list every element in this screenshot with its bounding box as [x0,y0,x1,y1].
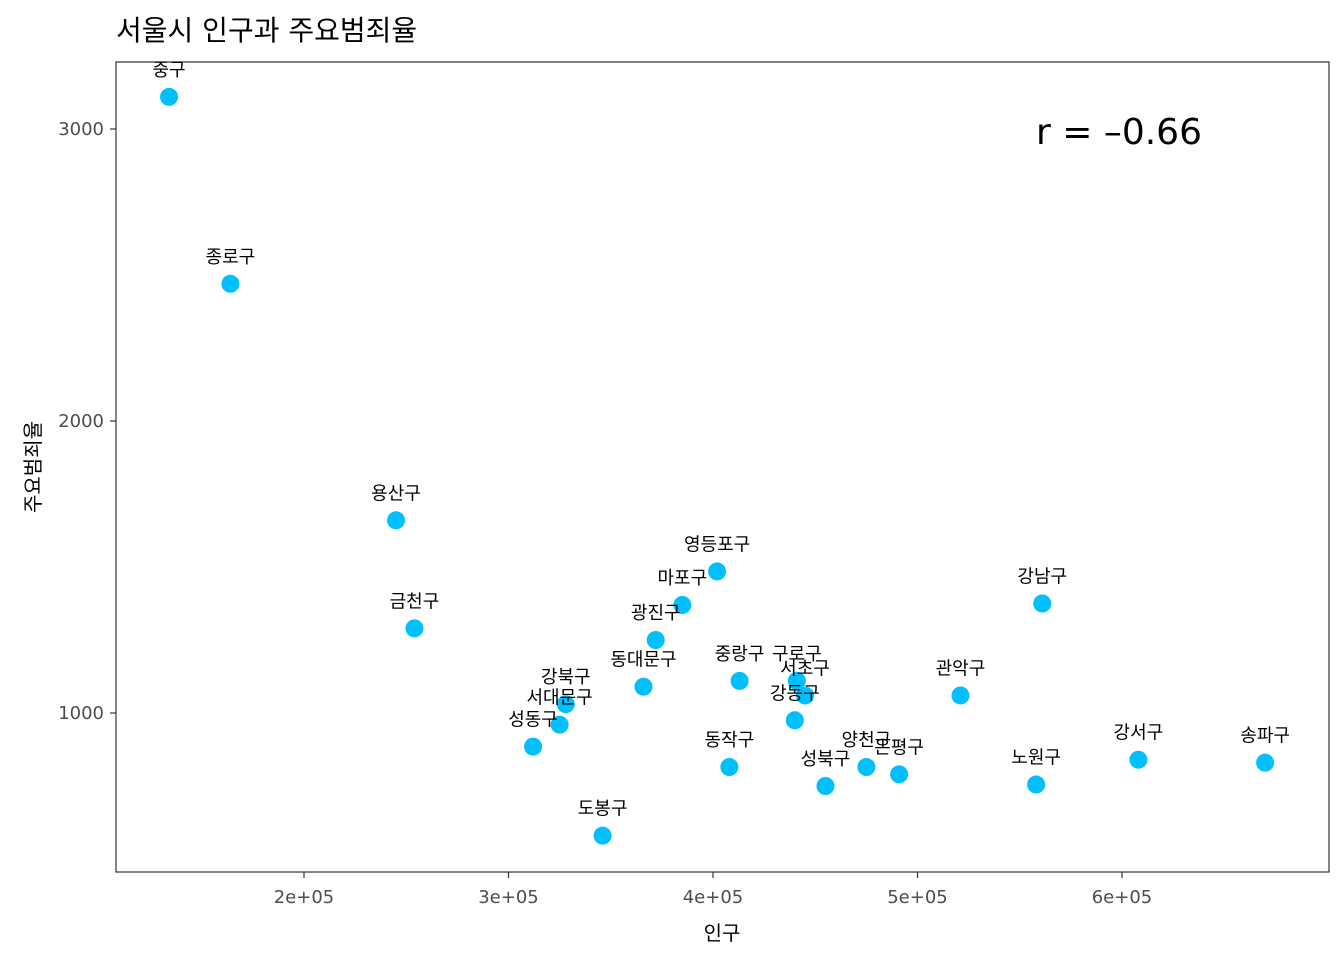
data-point [593,826,612,845]
data-point [1256,753,1275,772]
point-label: 서초구 [780,658,830,679]
data-point [857,758,876,777]
point-label: 관악구 [936,658,986,679]
point-label: 은평구 [874,737,924,758]
point-label: 구로구 [772,644,822,665]
chart-title: 서울시 인구과 주요범죄율 [116,14,417,47]
y-tick-label: 2000 [58,411,104,432]
point-label: 영등포구 [684,534,750,555]
x-tick-label: 5e+05 [887,887,948,908]
point-label: 강북구 [541,667,591,688]
data-point [556,695,575,714]
point-label: 용산구 [371,483,421,504]
point-label: 노원구 [1011,748,1061,769]
point-label: 강서구 [1114,723,1164,744]
data-point [550,715,569,734]
data-point [785,711,804,730]
data-point [1027,775,1046,794]
x-tick-label: 6e+05 [1092,887,1153,908]
data-points [160,87,1275,845]
x-axis-title: 인구 [704,921,741,945]
point-label: 성동구 [508,710,558,731]
data-point [730,671,749,690]
x-axis: 2e+05 3e+05 4e+05 5e+05 6e+05 [274,872,1153,908]
data-point [405,619,424,638]
data-point [160,87,179,106]
point-label: 성북구 [801,749,851,770]
point-label: 동작구 [705,730,755,751]
y-axis-title: 주요범죄율 [21,421,45,513]
point-label: 도봉구 [578,799,628,820]
point-label: 송파구 [1240,726,1290,747]
data-point [720,758,739,777]
data-point [890,765,909,784]
data-point [387,511,406,530]
point-label: 금천구 [390,591,440,612]
data-point [796,686,815,705]
y-tick-label: 1000 [58,703,104,724]
data-point [646,631,665,649]
point-label: 종로구 [206,247,256,268]
y-axis: 1000 2000 3000 [58,119,116,724]
point-label: 동대문구 [610,650,676,671]
point-label: 강남구 [1017,567,1067,588]
point-label: 서대문구 [527,688,593,709]
data-point [524,737,543,756]
point-label: 양천구 [842,730,892,751]
point-label: 중랑구 [715,644,765,665]
data-point [816,777,835,795]
data-point [221,274,240,293]
data-point [1129,750,1148,769]
y-tick-label: 3000 [58,119,104,140]
point-label: 광진구 [631,603,681,624]
correlation-annotation: r = –0.66 [1036,112,1202,153]
plot-panel-border [115,61,1330,873]
x-tick-label: 2e+05 [274,887,335,908]
x-tick-label: 4e+05 [683,887,744,908]
data-point [1033,594,1052,613]
x-tick-label: 3e+05 [478,887,539,908]
data-point [634,677,653,696]
data-point [951,686,970,705]
point-label: 강동구 [770,683,820,704]
point-label: 마포구 [657,568,707,589]
point-label: 중구 [152,60,185,81]
data-point [787,671,806,690]
data-point [708,562,727,581]
data-point [673,595,692,614]
